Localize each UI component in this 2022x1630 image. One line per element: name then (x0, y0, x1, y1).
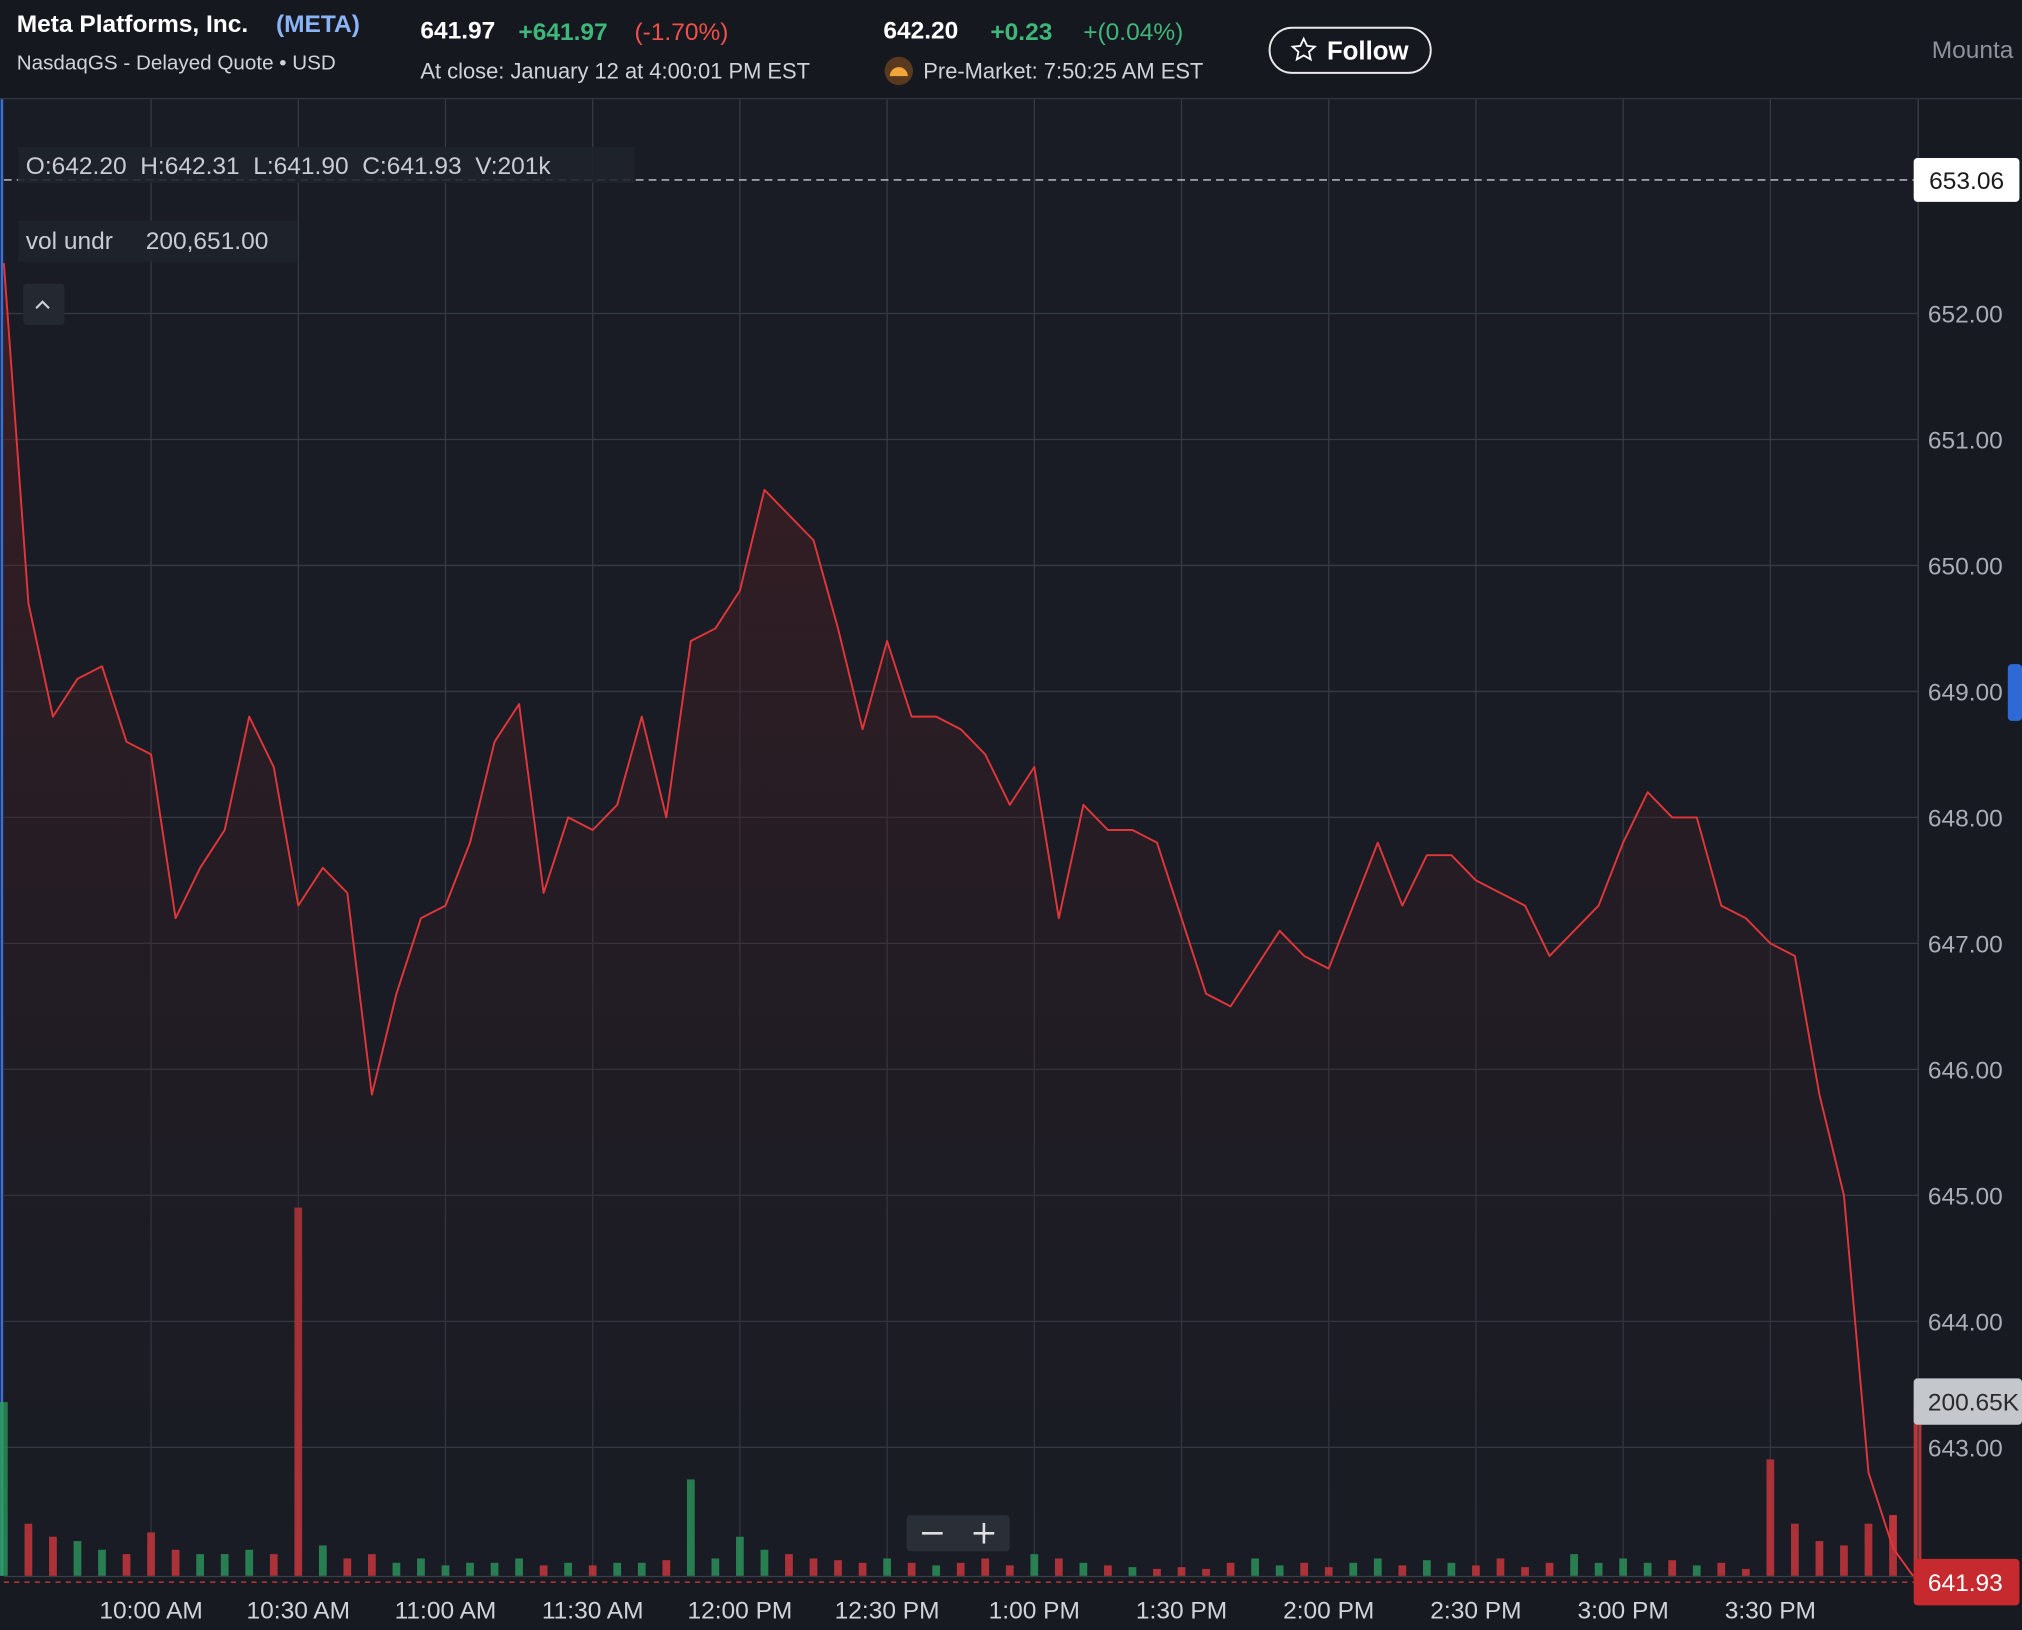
y-tick-label: 647.00 (1928, 931, 2003, 958)
last-marker-label: 641.93 (1928, 1570, 2003, 1597)
collapse-icon[interactable] (35, 300, 50, 309)
x-tick-label: 10:00 AM (99, 1597, 203, 1624)
y-tick-label: 644.00 (1928, 1309, 2003, 1336)
x-tick-label: 12:30 PM (835, 1597, 940, 1624)
pre-change: +0.23 (990, 19, 1052, 46)
truncated-text: Mounta (1932, 37, 2014, 64)
volume-legend-value: 200,651.00 (146, 228, 269, 255)
follow-button[interactable]: Follow (1268, 26, 1432, 74)
pre-price: 642.20 (883, 18, 958, 45)
x-tick-label: 2:00 PM (1283, 1597, 1374, 1624)
x-tick-label: 1:30 PM (1136, 1597, 1227, 1624)
close-price: 641.97 (420, 18, 495, 45)
close-change: +641.97 (518, 19, 607, 46)
volume-marker-box (1913, 1378, 2022, 1425)
follow-label[interactable]: Follow (1327, 37, 1410, 65)
header-bar (0, 0, 2022, 99)
last-marker-box (1913, 1558, 2020, 1606)
y-tick-label: 646.00 (1928, 1057, 2003, 1084)
x-tick-label: 11:30 AM (542, 1597, 644, 1624)
high-marker-label: 653.06 (1929, 168, 2004, 195)
volume-legend-label: vol undr (26, 228, 113, 255)
ticker-symbol[interactable]: (META) (276, 11, 360, 38)
y-tick-label: 652.00 (1928, 302, 2003, 329)
price-area (3, 263, 1918, 1583)
company-name: Meta Platforms, Inc. (17, 11, 248, 38)
star-icon[interactable] (1290, 36, 1317, 62)
x-tick-label: 11:00 AM (395, 1597, 497, 1624)
pre-market-sun (889, 67, 908, 77)
close-time: At close: January 12 at 4:00:01 PM EST (420, 59, 810, 84)
pre-change-pct: +(0.04%) (1083, 19, 1183, 46)
ohlc-legend-bg (18, 147, 635, 184)
follow-button-border[interactable] (1268, 26, 1432, 74)
pre-time: Pre-Market: 7:50:25 AM EST (923, 59, 1203, 84)
y-tick-label: 651.00 (1928, 427, 2003, 454)
side-panel-tab[interactable] (2007, 664, 2022, 721)
y-tick-label: 643.00 (1928, 1435, 2003, 1462)
plot (0, 99, 1922, 1583)
x-tick-label: 3:30 PM (1725, 1597, 1816, 1624)
price-line (2, 263, 1919, 1583)
y-tick-label: 650.00 (1928, 553, 2003, 580)
high-marker-box (1913, 158, 2020, 202)
x-tick-label: 2:30 PM (1430, 1597, 1521, 1624)
y-tick-label: 645.00 (1928, 1183, 2003, 1210)
x-tick-label: 1:00 PM (989, 1597, 1080, 1624)
x-tick-label: 3:00 PM (1578, 1597, 1669, 1624)
x-tick-label: 12:00 PM (687, 1597, 792, 1624)
exchange-info: NasdaqGS - Delayed Quote • USD (17, 52, 336, 75)
close-change-pct: (-1.70%) (634, 19, 728, 46)
y-tick-label: 648.00 (1928, 805, 2003, 832)
volume-legend-bg (18, 220, 297, 262)
x-tick-label: 10:30 AM (247, 1597, 351, 1624)
y-tick-label: 649.00 (1928, 679, 2003, 706)
ohlc-legend: O:642.20 H:642.31 L:641.90 C:641.93 V:20… (26, 153, 552, 180)
volume-marker-label: 200.65K (1928, 1390, 2020, 1417)
